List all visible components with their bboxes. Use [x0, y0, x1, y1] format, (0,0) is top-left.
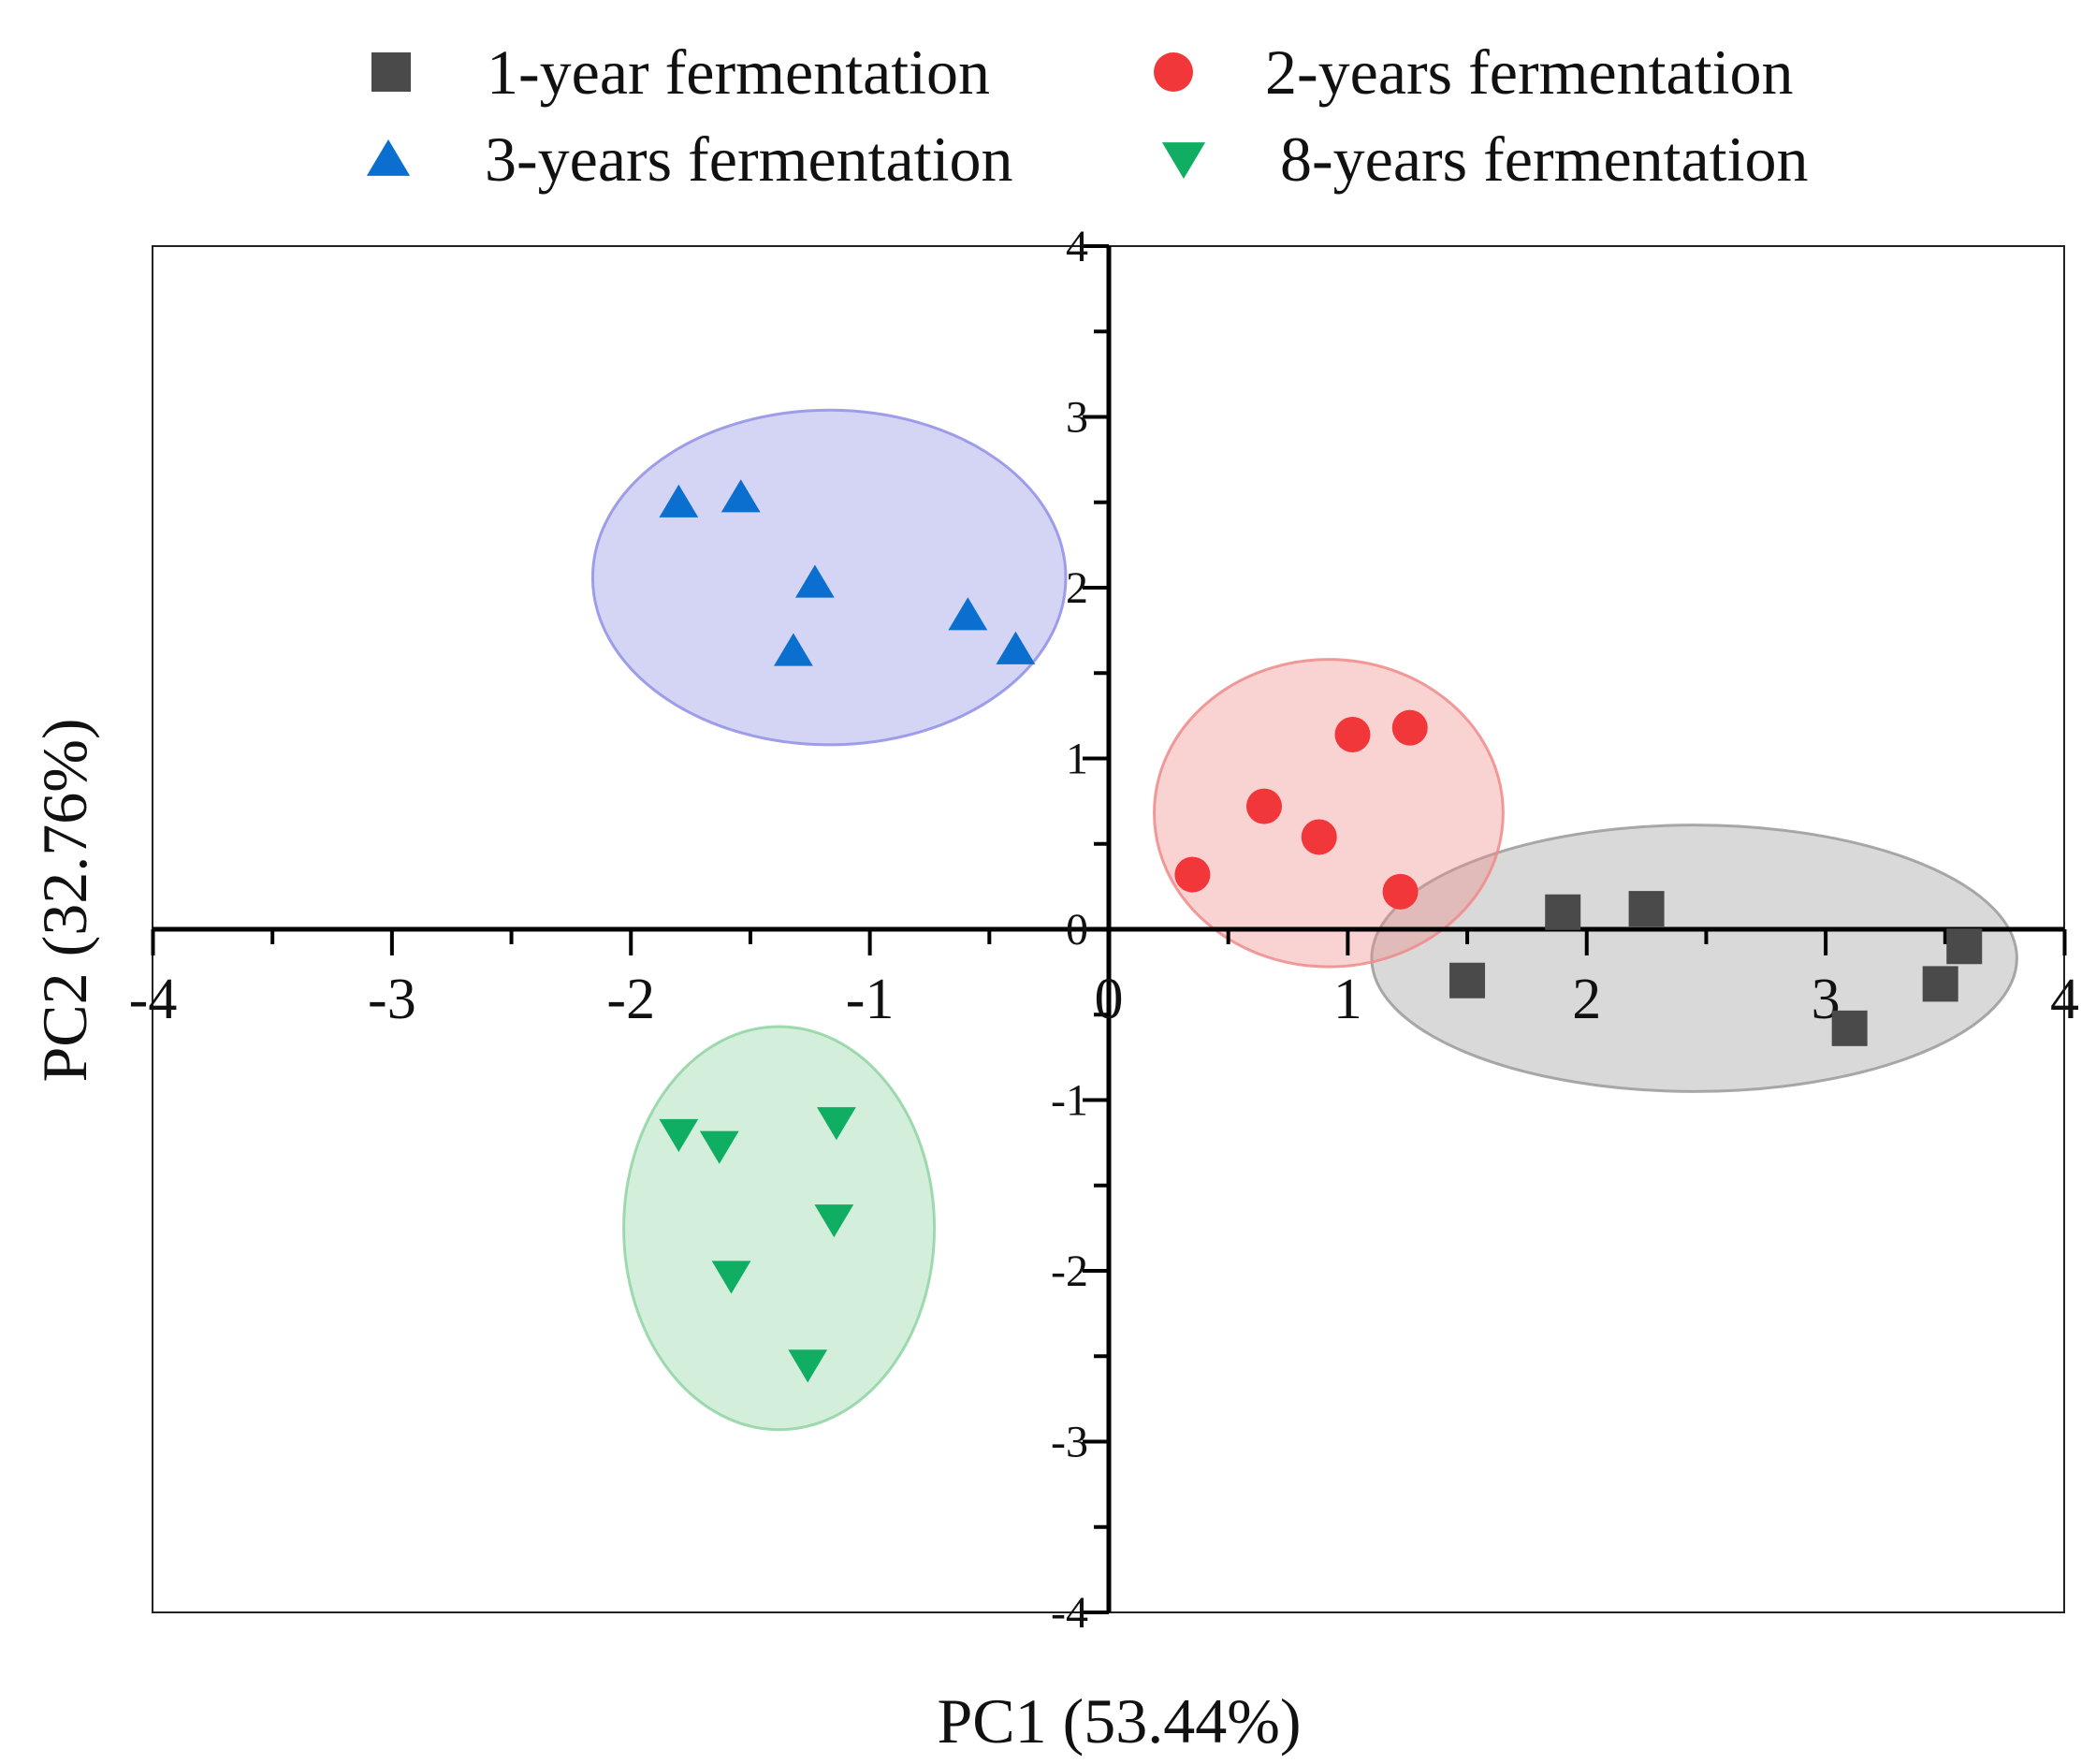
data-point-square: [1922, 966, 1958, 1002]
data-point-triangle-down: [659, 1118, 699, 1152]
data-point-triangle-up: [774, 633, 813, 666]
x-tick-label: -3: [368, 968, 416, 1031]
data-point-circle: [1301, 819, 1337, 855]
y-tick-label: -2: [1051, 1246, 1088, 1296]
data-point-circle: [1334, 716, 1371, 752]
data-point-triangle-down: [788, 1349, 828, 1383]
data-point-triangle-down: [816, 1107, 856, 1141]
x-tick-label: 0: [1095, 968, 1124, 1031]
legend-label: 2-years fermentation: [1265, 36, 1794, 108]
data-point-triangle-up: [720, 479, 761, 513]
data-point-triangle-up: [948, 597, 988, 631]
legend-marker-triangle-down: [1161, 142, 1206, 179]
data-point-circle: [1174, 856, 1211, 893]
confidence-ellipse-4: [622, 1025, 937, 1432]
x-tick-label: -4: [129, 968, 178, 1031]
data-point-triangle-up: [659, 484, 699, 518]
x-tick-label: -1: [846, 968, 895, 1031]
data-point-triangle-down: [814, 1204, 854, 1238]
legend-label: 1-year fermentation: [487, 36, 990, 108]
legend-marker-circle: [1154, 52, 1193, 92]
x-tick-label: 4: [2050, 968, 2079, 1031]
legend-label: 3-years fermentation: [485, 124, 1013, 195]
legend-label: 8-years fermentation: [1280, 124, 1809, 195]
data-point-square: [1946, 928, 1983, 965]
data-point-square: [1545, 894, 1581, 930]
point-layer: [659, 479, 1983, 1383]
y-tick-label: -3: [1051, 1418, 1088, 1467]
legend-marker-square: [371, 52, 411, 92]
data-point-circle: [1245, 788, 1282, 824]
data-point-circle: [1391, 709, 1428, 746]
y-tick-label: -4: [1051, 1588, 1088, 1638]
data-point-triangle-up: [794, 564, 835, 598]
legend: 1-year fermentation 2-years fermentation 3…: [366, 36, 1809, 195]
data-point-triangle-up: [996, 631, 1036, 664]
x-tick-label: 2: [1572, 968, 1601, 1031]
y-axis-title: PC2 (32.76%): [29, 718, 100, 1082]
data-point-square: [1831, 1010, 1868, 1046]
x-tick-label: 1: [1333, 968, 1362, 1031]
data-point-triangle-down: [711, 1261, 751, 1294]
y-tick-label: 1: [1066, 735, 1088, 784]
y-tick-label: 0: [1066, 905, 1088, 955]
data-point-square: [1628, 891, 1665, 927]
data-point-triangle-down: [699, 1130, 739, 1164]
y-tick-label: 2: [1066, 563, 1088, 613]
x-axis-title: PC1 (53.44%): [937, 1685, 1301, 1757]
ellipse-layer: [590, 408, 2018, 1432]
data-point-square: [1449, 962, 1486, 999]
x-tick-label: -2: [606, 968, 655, 1031]
confidence-ellipse-2: [1153, 658, 1505, 969]
legend-marker-triangle-up: [366, 139, 411, 176]
confidence-ellipse-3: [590, 408, 1068, 747]
axis-titles: PC1 (53.44%) PC2 (32.76%): [29, 718, 1302, 1757]
y-tick-label: 3: [1066, 393, 1088, 443]
data-point-circle: [1382, 873, 1419, 910]
y-tick-label: 4: [1066, 222, 1088, 271]
y-tick-label: -1: [1051, 1076, 1088, 1126]
